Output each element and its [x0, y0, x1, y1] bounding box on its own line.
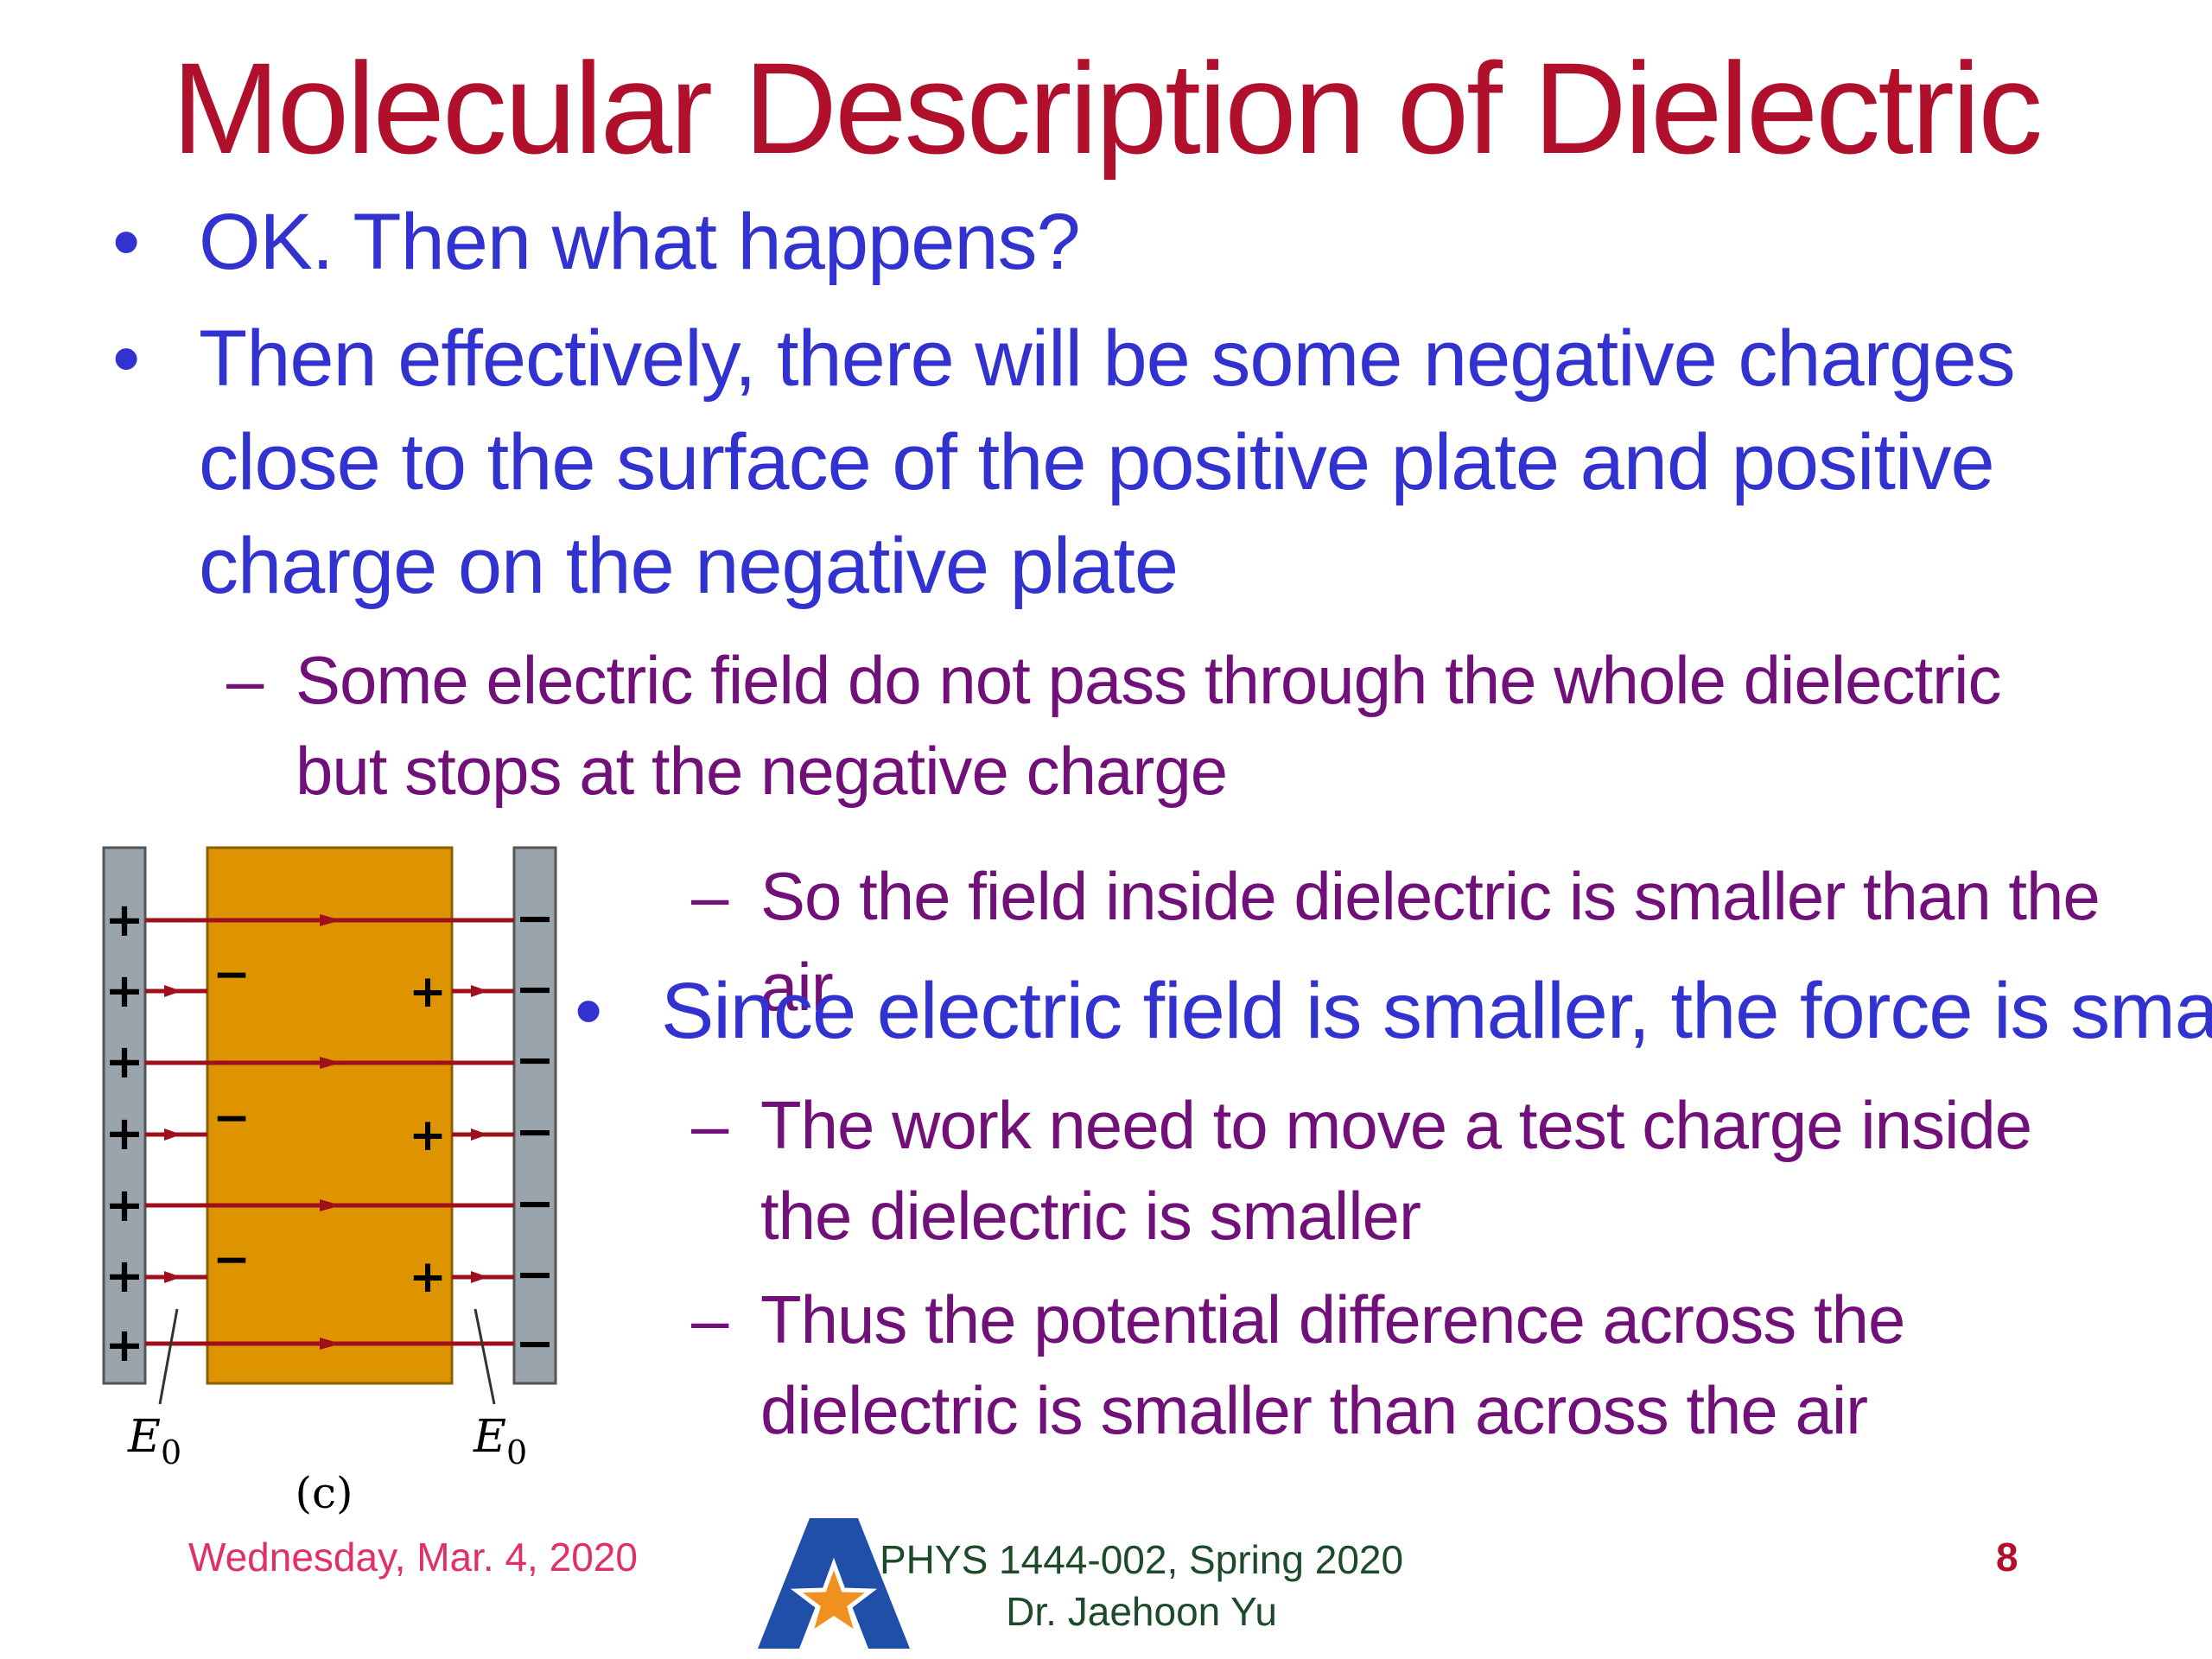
footer-course: PHYS 1444-002, Spring 2020 Dr. Jaehoon Y…: [880, 1534, 1403, 1637]
page-number: 8: [1996, 1535, 2018, 1580]
bullet-2-text: Then effectively, there will be some neg…: [199, 315, 2016, 610]
subbullet-4-text: Thus the potential difference across the…: [760, 1281, 1905, 1448]
positive-plate: [102, 846, 147, 1385]
bullet-1: • OK. Then what happens?: [112, 190, 2143, 294]
university-logo: [758, 1518, 910, 1649]
bullet-marker: •: [112, 198, 140, 286]
svg-text:+: +: [105, 1106, 143, 1160]
svg-text:−: −: [213, 1234, 251, 1286]
svg-text:−: −: [515, 1104, 554, 1159]
svg-text:−: −: [515, 891, 554, 945]
svg-text:+: +: [409, 966, 447, 1018]
dash-marker: –: [691, 1087, 728, 1163]
svg-text:−: −: [515, 1033, 554, 1087]
left-field-label: E0: [127, 1411, 181, 1471]
subbullet-3: – The work need to move a test charge in…: [691, 1080, 2108, 1262]
subbullet-1-text: Some electric field do not pass through …: [296, 642, 2001, 809]
svg-text:+: +: [105, 1318, 143, 1372]
svg-text:+: +: [105, 1178, 143, 1232]
field-arrowheads: [320, 914, 341, 1350]
svg-text:−: −: [213, 1092, 251, 1144]
right-field-label: E0: [473, 1411, 527, 1471]
subbullet-1: – Some electric field do not pass throug…: [226, 635, 2075, 817]
svg-text:+: +: [409, 1109, 447, 1161]
svg-text:−: −: [515, 1247, 554, 1301]
short-arrowheads: [164, 985, 488, 1283]
svg-text:+: +: [105, 893, 143, 947]
bullet-2: • Then effectively, there will be some n…: [112, 307, 2134, 618]
svg-text:+: +: [105, 1249, 143, 1303]
svg-text:+: +: [105, 963, 143, 1018]
dash-marker: –: [226, 642, 264, 718]
bullet-3-text: Since electric field is smaller, the for…: [661, 967, 2212, 1055]
subbullet-2: – So the field inside dielectric is smal…: [691, 851, 2177, 1033]
dielectric-capacitor-figure: + + + + + + + − − − − − − − − − − + + + …: [102, 846, 557, 1518]
negative-plate: [512, 846, 557, 1385]
subbullet-2-text: So the field inside dielectric is smalle…: [760, 858, 2101, 1025]
bullet-marker: •: [112, 315, 140, 403]
instructor-line: Dr. Jaehoon Yu: [1006, 1589, 1277, 1634]
svg-text:+: +: [105, 1034, 143, 1089]
svg-text:+: +: [409, 1251, 447, 1303]
bullet-3: • Since electric field is smaller, the f…: [575, 959, 2212, 1063]
subbullet-3-text: The work need to move a test charge insi…: [760, 1087, 2032, 1254]
subbullet-4: – Thus the potential difference across t…: [691, 1274, 2160, 1456]
bullet-1-text: OK. Then what happens?: [199, 198, 1081, 286]
dielectric-slab: [206, 846, 454, 1385]
positive-plate-charges: + + + + + + +: [105, 893, 143, 1372]
dash-marker: –: [691, 858, 728, 934]
right-label-leader: [474, 1308, 496, 1405]
slide-title: Molecular Description of Dielectric: [171, 35, 2043, 181]
svg-text:−: −: [515, 1316, 554, 1370]
negative-plate-charges: − − − − − − −: [515, 891, 554, 1370]
svg-text:−: −: [213, 949, 251, 1001]
figure-caption: (c): [295, 1468, 353, 1518]
left-label-leader: [158, 1308, 179, 1405]
course-line: PHYS 1444-002, Spring 2020: [880, 1537, 1404, 1582]
svg-text:−: −: [515, 1176, 554, 1230]
footer-date: Wednesday, Mar. 4, 2020: [188, 1535, 638, 1580]
svg-text:−: −: [515, 962, 554, 1016]
induced-charges: − − − + + +: [213, 949, 447, 1303]
dash-marker: –: [691, 1281, 728, 1357]
bullet-marker: •: [575, 967, 602, 1055]
